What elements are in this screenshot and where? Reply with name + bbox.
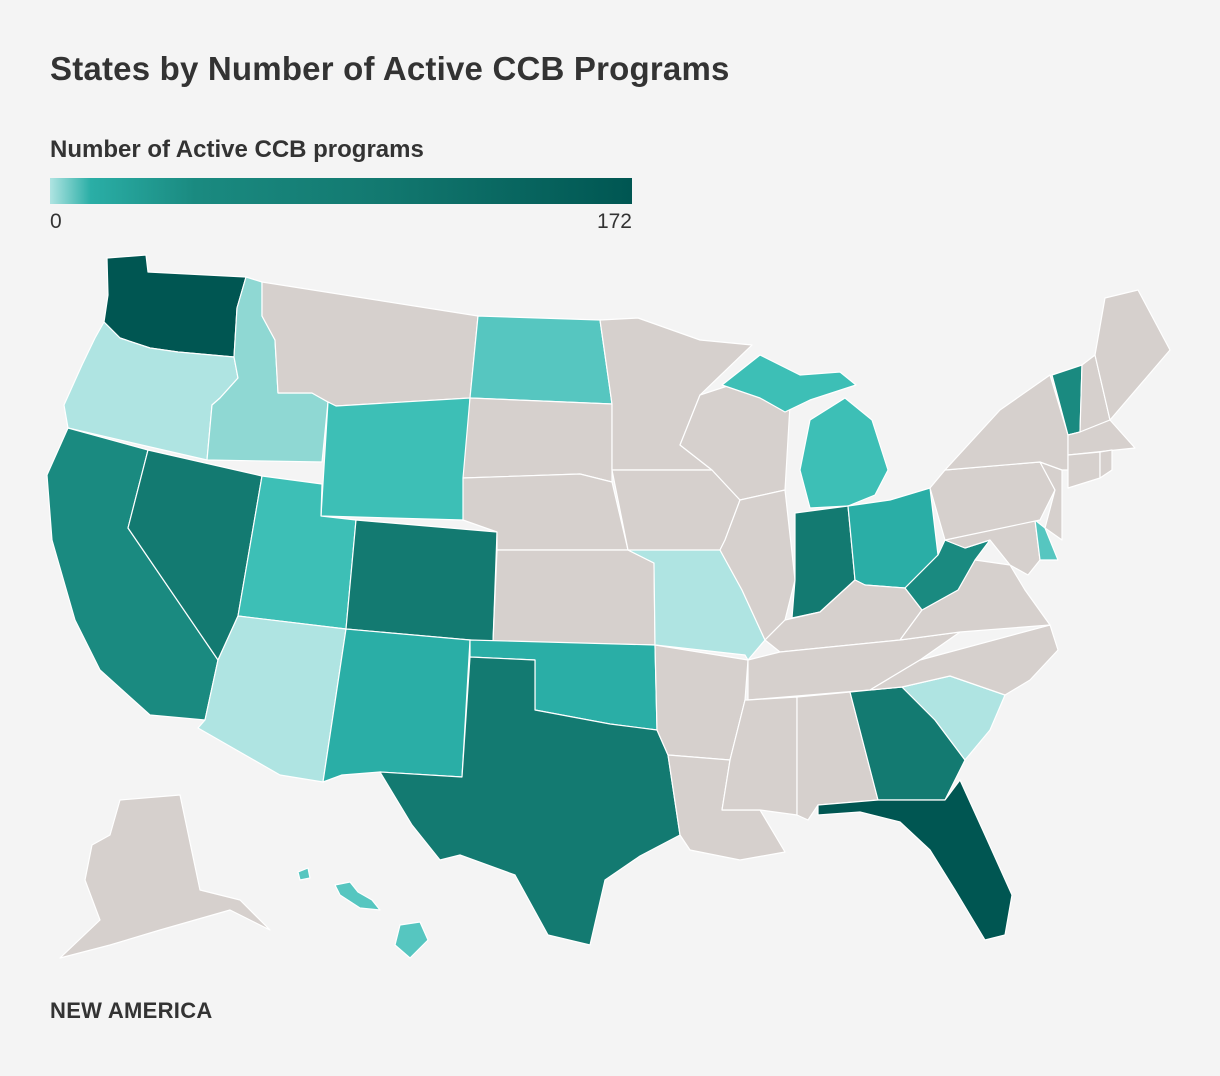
state-sd[interactable] [462, 397, 613, 483]
state-nm[interactable] [322, 628, 471, 783]
state-me[interactable] [1094, 289, 1171, 421]
state-mt[interactable] [261, 281, 479, 407]
chart-title: States by Number of Active CCB Programs [50, 50, 730, 87]
state-ks[interactable] [492, 549, 656, 646]
state-hi-oahu[interactable] [297, 867, 311, 881]
state-hi-maui[interactable] [334, 881, 381, 911]
state-wy[interactable] [320, 397, 471, 521]
state-ri[interactable] [1099, 449, 1113, 479]
state-mi-upper[interactable] [721, 354, 857, 413]
state-mi-lower[interactable] [799, 397, 889, 509]
state-co[interactable] [345, 519, 498, 643]
state-tx[interactable] [379, 656, 681, 946]
state-ma[interactable] [1067, 419, 1136, 456]
state-ny[interactable] [944, 374, 1069, 471]
state-nd[interactable] [469, 315, 613, 405]
source-logo: NEW AMERICA [50, 998, 213, 1023]
legend-min-label: 0 [50, 210, 62, 233]
state-de[interactable] [1034, 519, 1059, 561]
state-ct[interactable] [1067, 451, 1101, 489]
state-fl[interactable] [817, 779, 1013, 941]
state-hi-big-island[interactable] [394, 921, 429, 959]
state-nc[interactable] [869, 624, 1059, 696]
legend-title: Number of Active CCB programs [50, 136, 424, 163]
legend-max-label: 172 [596, 210, 632, 233]
legend-color-scale [50, 178, 632, 204]
state-ak[interactable] [59, 794, 271, 959]
